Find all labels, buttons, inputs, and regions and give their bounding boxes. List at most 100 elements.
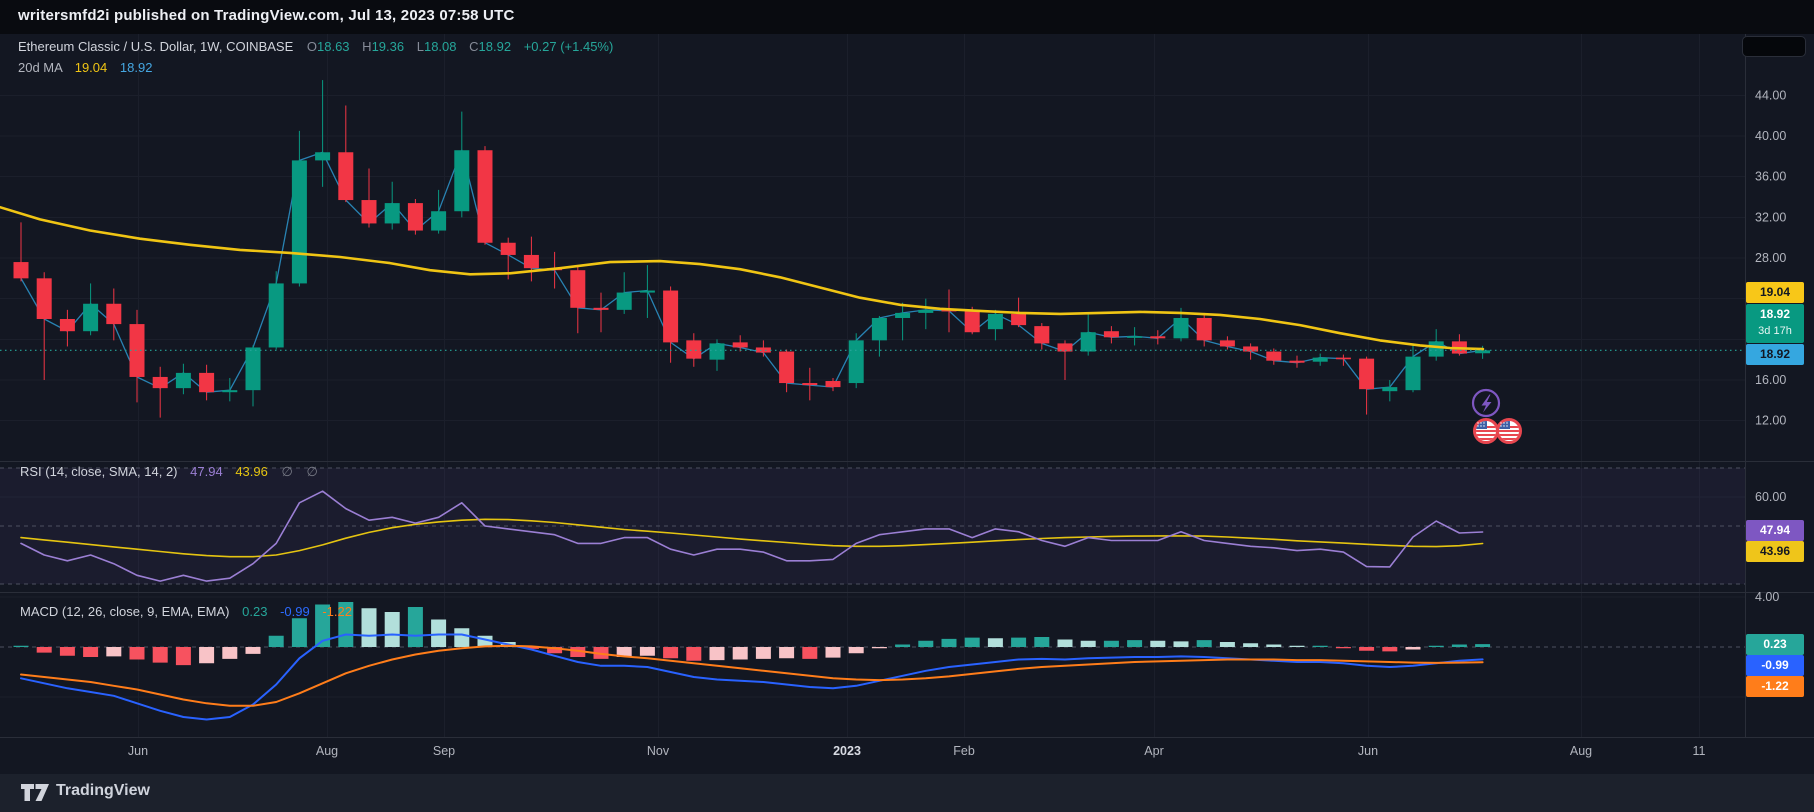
candle-body [1103,331,1119,338]
time-axis-label: Jun [127,744,149,758]
ma-legend: 20d MA 19.04 18.92 [18,60,152,75]
brand-text[interactable]: TradingView [56,782,150,799]
macd-hist-value: 0.23 [242,604,268,619]
candle-body [1173,317,1189,339]
macd-histogram-bar [1451,644,1467,647]
macd-histogram-bar [964,637,980,647]
ma-label: 20d MA [18,60,63,75]
macd-histogram-bar [732,647,748,660]
candle-body [1312,357,1328,362]
high-key: H [362,39,372,54]
candle-body [1034,326,1050,344]
candle-body [1475,350,1491,354]
ma20-line [0,205,1485,351]
macd-histogram-bar [1127,640,1143,647]
macd-histogram-bar [1243,643,1259,647]
open-key: O [306,39,317,54]
macd-histogram-bar [152,647,168,663]
candle-body [686,340,702,359]
candle-body [825,381,841,388]
macd-histogram-bar [848,647,864,654]
candle-body [431,211,447,231]
lightning-icon[interactable] [1471,388,1501,418]
candle-body [663,290,679,343]
candle-body [222,390,238,393]
macd-histogram-bar [918,640,934,647]
macd-histogram-bar [1428,645,1444,647]
candle-body [523,254,539,269]
close-key: C [469,39,479,54]
time-axis-label: Feb [953,744,975,758]
ma2-price-badge: 18.92 [1746,344,1804,365]
macd-histogram-bar [106,647,122,657]
candle-body [987,313,1003,330]
candle-body [941,309,957,312]
macd-histogram-bar [616,647,632,657]
macd-histogram-bar [1335,647,1351,649]
macd-histogram-bar [1103,640,1119,647]
macd-histogram-bar [1173,641,1189,647]
candle-body [13,262,29,279]
candle-body [36,278,52,320]
candle-body [1266,351,1282,361]
chart-area[interactable]: 44.00 40.00 36.00 32.00 28.00 16.00 12.00 60.00… [0,34,1814,774]
candle-body [1289,360,1305,363]
time-axis-label: 11 [1692,744,1706,758]
macd-histogram-bar [570,647,586,657]
macd-histogram-bar [1359,647,1375,651]
rsi-ma-line [20,518,1484,558]
chart-canvas[interactable]: 44.00 40.00 36.00 32.00 28.00 16.00 12.00 60.00… [0,34,1814,774]
macd-histogram-bar [987,638,1003,647]
price-tick-label: 28.00 [1755,251,1786,265]
macd-histogram-bar [13,645,29,647]
candle-body [1405,356,1421,391]
candle-body [1359,358,1375,390]
macd-histogram-bar [431,619,447,647]
macd-histogram-bar [871,647,887,649]
macd-histogram-bar [1289,645,1305,647]
rsi-badge: 47.94 [1746,520,1804,541]
candle-body [384,203,400,224]
macd-histogram-bar [686,647,702,661]
macd-histogram-bar [1196,640,1212,647]
macd-signal-value: -1.22 [322,604,352,619]
candle-body [83,303,99,332]
price-tick-label: 12.00 [1755,414,1786,428]
time-axis-label: Sep [432,744,456,758]
rsi-legend: RSI (14, close, SMA, 14, 2) 47.94 43.96 … [20,464,318,480]
macd-histogram-bar [175,647,191,666]
last-price-value: 18.92 [1759,307,1791,321]
symbol-title: Ethereum Classic / U.S. Dollar, 1W, COIN… [18,39,294,54]
macd-histogram-bar [36,647,52,653]
chart-toolbar-button[interactable] [1742,36,1806,57]
candle-body [1057,343,1073,352]
rsi-value: 47.94 [190,464,223,479]
candle-body [1150,336,1166,339]
macd-signal-line [20,644,1484,707]
open-value: 18.63 [317,39,350,54]
macd-histogram-bar [199,647,215,664]
time-axis[interactable]: Jun Aug Sep Nov 2023 Feb Apr Jun Aug 11 [0,738,1745,772]
macd-histogram-bar [1266,644,1282,647]
candle-body [802,383,818,386]
low-value: 18.08 [423,39,457,54]
macd-tick-label: 4.00 [1755,590,1779,604]
high-value: 19.36 [371,39,405,54]
candle-body [268,283,284,348]
time-axis-label: 2023 [833,744,861,758]
symbol-legend: Ethereum Classic / U.S. Dollar, 1W, COIN… [18,39,613,54]
macd-histogram-bar [1011,637,1027,647]
candle-body [1011,313,1027,326]
us-flag-icon[interactable] [1496,418,1522,444]
candle-body [895,312,911,318]
macd-histogram-bar [1057,639,1073,647]
macd-histogram-bar [639,647,655,656]
rsi-ma-value: 43.96 [235,464,268,479]
macd-histogram-bar [291,618,307,647]
candle-body [361,200,377,224]
us-flag-icon[interactable] [1473,418,1499,444]
publish-info-text: writersmfd2i published on TradingView.co… [18,7,515,24]
macd-histogram-bar [1080,640,1096,647]
macd-histogram-bar [825,647,841,658]
